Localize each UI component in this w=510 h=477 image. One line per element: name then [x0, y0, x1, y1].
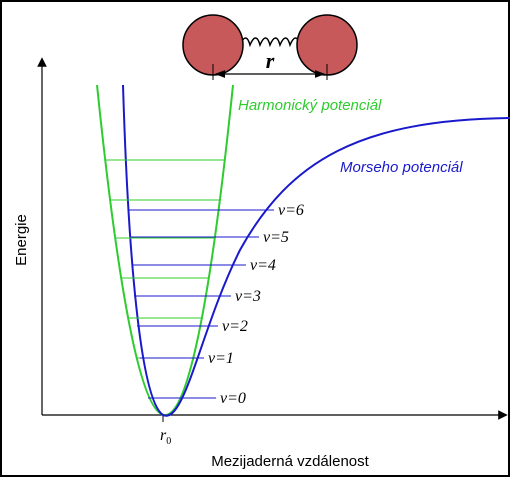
level-label: v=1 — [208, 350, 234, 367]
level-label: v=2 — [222, 318, 248, 335]
morse-curve — [122, 84, 510, 417]
morse-label: Morseho potenciál — [340, 159, 463, 176]
spring — [239, 37, 301, 48]
level-label: v=5 — [263, 229, 289, 246]
distance-label: r — [266, 48, 275, 73]
level-label: v=4 — [250, 257, 276, 274]
r0-label: r0 — [160, 427, 171, 447]
level-label: v=6 — [278, 202, 304, 219]
harmonic-label: Harmonický potenciál — [238, 97, 382, 114]
r0-symbol: r — [160, 427, 167, 444]
level-label: v=0 — [220, 390, 246, 407]
level-label: v=3 — [235, 288, 261, 305]
r0-subscript: 0 — [166, 436, 171, 447]
y-axis-label: Energie — [13, 214, 30, 266]
x-axis-label: Mezijaderná vzdálenost — [211, 453, 369, 470]
